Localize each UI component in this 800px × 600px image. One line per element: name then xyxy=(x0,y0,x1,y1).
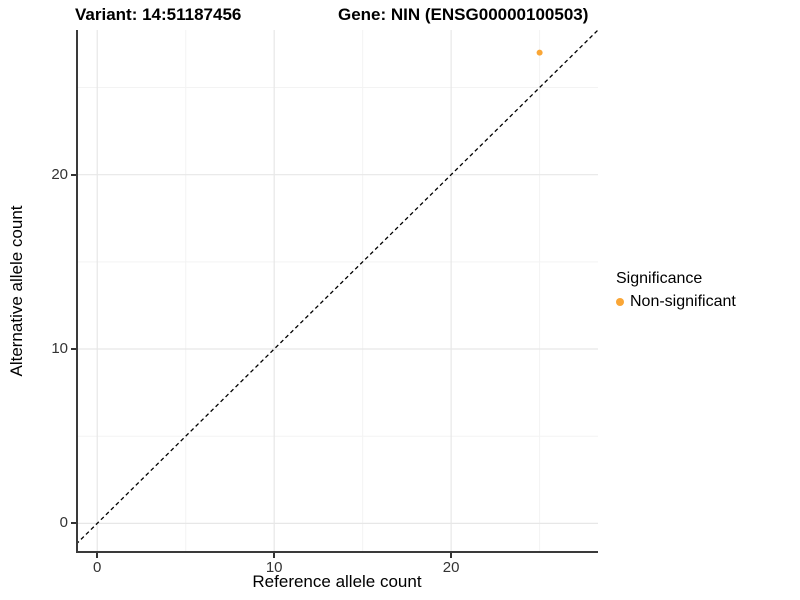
variant-title: Variant: 14:51187456 xyxy=(75,5,242,24)
data-point xyxy=(536,49,543,56)
legend-entry-label: Non-significant xyxy=(630,293,736,310)
legend-key-dot xyxy=(616,298,624,306)
y-tick-label: 0 xyxy=(59,514,68,532)
x-tick-mark xyxy=(96,553,99,558)
y-tick-label: 20 xyxy=(51,165,68,183)
x-tick-mark xyxy=(450,553,453,558)
legend: Significance Non-significant xyxy=(616,270,736,311)
y-tick-label: 10 xyxy=(51,340,68,358)
y-axis-title: Alternative allele count xyxy=(7,205,26,377)
x-tick-label: 10 xyxy=(265,559,283,576)
gene-title: Gene: NIN (ENSG00000100503) xyxy=(338,5,589,24)
legend-title: Significance xyxy=(616,270,703,287)
legend-entry: Non-significant xyxy=(616,293,736,311)
y-tick-mark xyxy=(71,348,76,351)
identity-dashed-line xyxy=(76,30,598,545)
x-tick-label: 0 xyxy=(93,559,102,576)
y-tick-mark xyxy=(71,522,76,525)
x-axis-title: Reference allele count xyxy=(252,572,422,591)
legend-entries: Non-significant xyxy=(616,293,736,311)
plot-canvas xyxy=(76,30,598,553)
x-tick-label: 20 xyxy=(442,559,460,576)
x-tick-mark xyxy=(273,553,276,558)
y-tick-mark xyxy=(71,173,76,176)
plot-panel xyxy=(76,30,598,553)
